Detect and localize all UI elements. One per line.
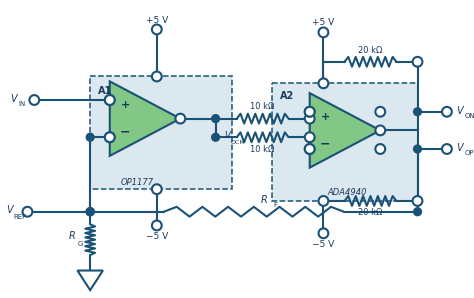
Polygon shape xyxy=(110,81,180,156)
Circle shape xyxy=(86,208,94,216)
Text: +5 V: +5 V xyxy=(312,18,335,27)
Text: −: − xyxy=(320,138,331,150)
Text: A1: A1 xyxy=(98,86,112,96)
Circle shape xyxy=(105,132,115,142)
Text: 10 kΩ: 10 kΩ xyxy=(250,145,275,153)
Circle shape xyxy=(152,221,162,230)
Circle shape xyxy=(23,207,32,217)
Circle shape xyxy=(305,144,315,154)
Circle shape xyxy=(442,107,452,117)
Circle shape xyxy=(86,208,94,216)
Circle shape xyxy=(105,132,115,142)
Circle shape xyxy=(319,228,328,238)
Text: A2: A2 xyxy=(280,91,294,101)
Circle shape xyxy=(305,114,315,123)
Circle shape xyxy=(29,95,39,105)
Circle shape xyxy=(152,72,162,81)
Text: −5 V: −5 V xyxy=(312,240,335,249)
Text: OP: OP xyxy=(465,150,474,156)
Circle shape xyxy=(319,27,328,37)
Circle shape xyxy=(105,95,115,105)
Text: REF: REF xyxy=(13,214,26,220)
Text: 20 kΩ: 20 kΩ xyxy=(358,46,383,55)
Circle shape xyxy=(412,196,422,206)
Text: R: R xyxy=(69,231,76,241)
Text: +: + xyxy=(121,100,130,110)
Text: ADA4940: ADA4940 xyxy=(327,188,367,197)
Text: 20 kΩ: 20 kΩ xyxy=(358,208,383,217)
Text: F: F xyxy=(273,202,277,208)
Circle shape xyxy=(442,144,452,154)
Text: 10 kΩ: 10 kΩ xyxy=(250,102,275,111)
FancyBboxPatch shape xyxy=(90,77,232,189)
Circle shape xyxy=(414,145,421,153)
Circle shape xyxy=(412,57,422,67)
Circle shape xyxy=(105,95,115,105)
Text: IN: IN xyxy=(18,101,25,107)
Circle shape xyxy=(414,108,421,116)
Circle shape xyxy=(86,133,94,141)
Text: OP1177: OP1177 xyxy=(121,178,154,187)
Text: OCM: OCM xyxy=(231,140,246,145)
Circle shape xyxy=(375,107,385,117)
Circle shape xyxy=(305,132,315,142)
Circle shape xyxy=(305,107,315,117)
Text: V: V xyxy=(10,94,17,104)
Circle shape xyxy=(319,78,328,88)
Text: −: − xyxy=(120,126,131,139)
Circle shape xyxy=(86,208,94,216)
Text: ON: ON xyxy=(465,113,474,119)
FancyBboxPatch shape xyxy=(273,83,418,201)
Circle shape xyxy=(375,144,385,154)
Circle shape xyxy=(305,107,315,117)
Circle shape xyxy=(414,208,421,216)
Text: V: V xyxy=(457,106,464,116)
Text: −5 V: −5 V xyxy=(146,232,168,241)
Polygon shape xyxy=(77,271,103,290)
Circle shape xyxy=(152,24,162,34)
Circle shape xyxy=(305,144,315,154)
Text: +: + xyxy=(321,112,330,122)
Text: +5 V: +5 V xyxy=(146,16,168,25)
Circle shape xyxy=(212,133,219,141)
Text: R: R xyxy=(260,195,267,205)
Circle shape xyxy=(175,114,185,123)
Circle shape xyxy=(212,115,219,122)
Circle shape xyxy=(319,196,328,206)
Text: V: V xyxy=(224,131,230,140)
Circle shape xyxy=(152,184,162,194)
Polygon shape xyxy=(310,93,380,167)
Text: V: V xyxy=(7,205,13,215)
Text: G: G xyxy=(78,241,83,247)
Text: V: V xyxy=(457,143,464,153)
Circle shape xyxy=(375,125,385,135)
